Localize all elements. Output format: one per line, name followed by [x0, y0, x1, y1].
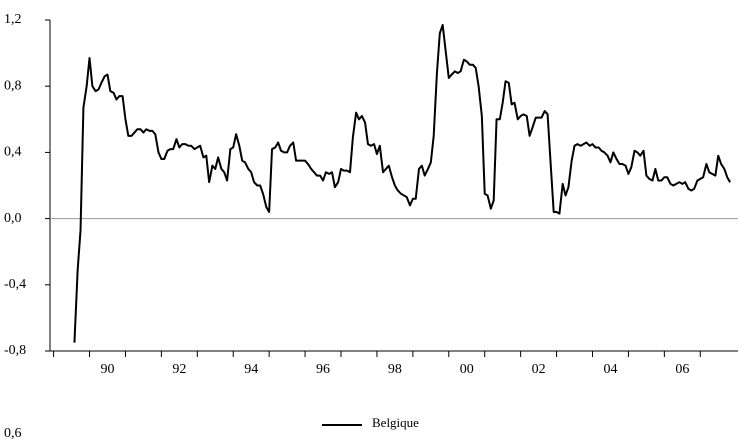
y-tick-label: -0,8 [4, 343, 26, 358]
x-tick-label: 00 [460, 362, 474, 377]
y-tick-label: 0,8 [4, 78, 22, 93]
x-tick-label: 94 [244, 362, 258, 377]
x-tick-label: 06 [675, 362, 689, 377]
x-tick-label: 98 [388, 362, 402, 377]
y-tick-label: 0,4 [4, 145, 22, 160]
data-line [73, 23, 731, 343]
y-tick-label: 1,2 [4, 12, 22, 27]
y-tick-label: 0,0 [4, 211, 22, 226]
x-tick-label: 92 [172, 362, 186, 377]
x-tick-label: 04 [603, 362, 617, 377]
legend-label: Belgique [372, 415, 419, 430]
y-tick-label: -0,4 [4, 277, 26, 292]
x-tick-label: 02 [532, 362, 546, 377]
x-tick-label: 90 [100, 362, 114, 377]
y-tick-label: 0,6 [4, 426, 22, 439]
x-tick-label: 96 [316, 362, 330, 377]
